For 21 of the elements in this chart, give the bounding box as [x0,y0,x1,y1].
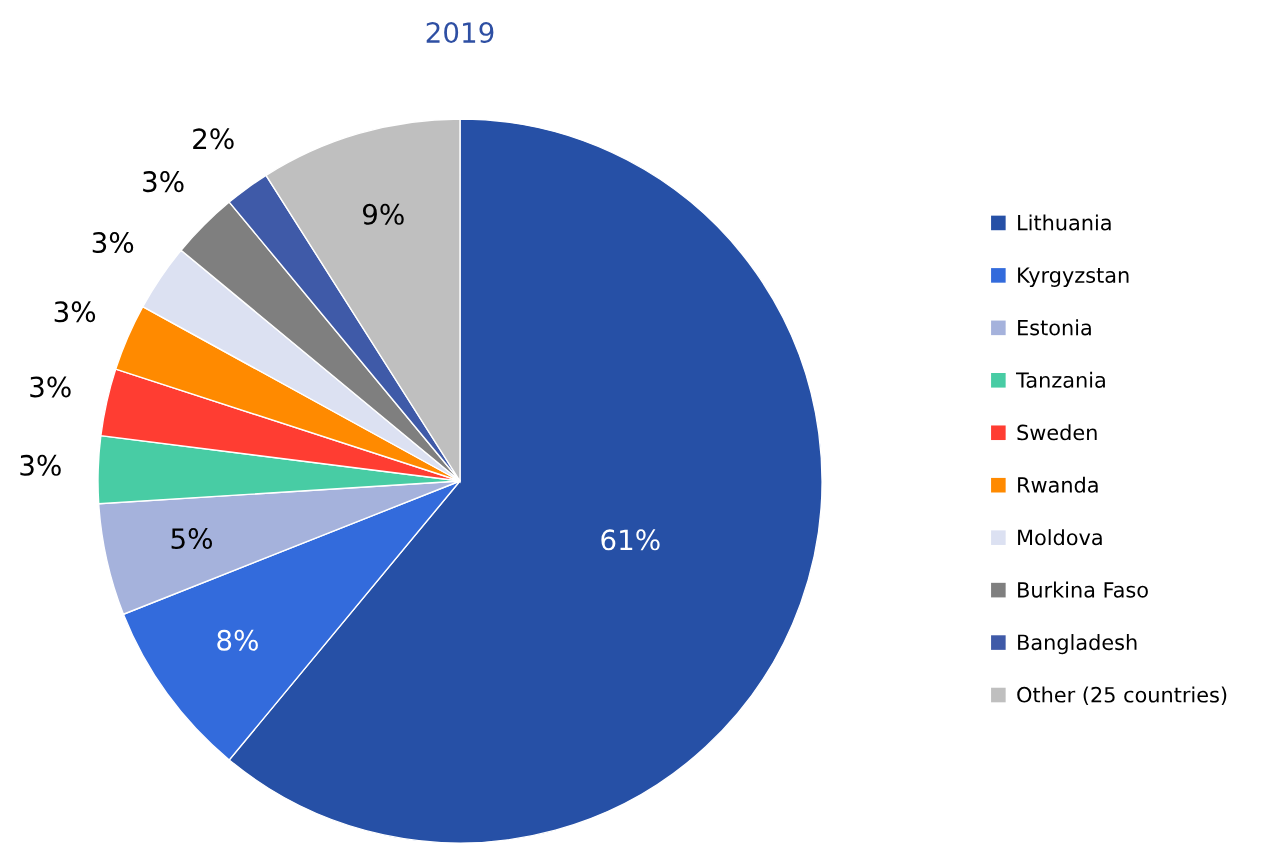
data-label: 5% [171,528,213,550]
legend-label: Bangladesh [1018,634,1137,655]
data-label: 61% [601,529,660,551]
data-label: 3% [92,232,134,254]
data-label: 8% [217,629,258,651]
legend-label: Kyrgyzstan [1018,267,1129,288]
legend-label: Estonia [1018,319,1091,336]
legend-label: Rwanda [1018,476,1098,493]
data-label: 3% [30,376,71,398]
legend-label: Moldova [1018,529,1102,546]
legend-label: Sweden [1017,424,1097,441]
data-label: 3% [143,171,184,193]
data-label: 3% [20,454,61,476]
legend-label: Lithuania [1018,214,1111,231]
data-label: 3% [54,301,96,323]
data-label: 2% [193,128,234,150]
legend-label: Burkina Faso [1018,581,1148,598]
legend-label: Other (25 countries) [1017,686,1227,706]
legend-label: Tanzania [1016,371,1105,388]
data-label: 9% [362,203,404,225]
chart-title: 2019 [426,22,494,44]
